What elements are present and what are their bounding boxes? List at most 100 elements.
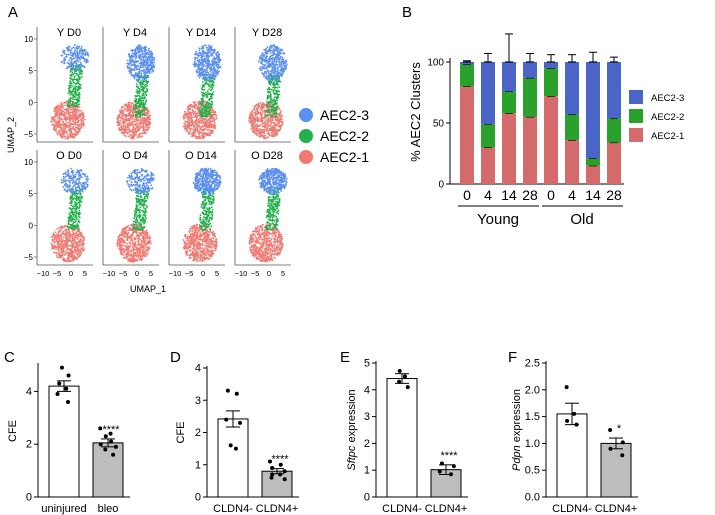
umap-point-aec2-2 bbox=[141, 110, 144, 113]
umap-point-aec2-3 bbox=[206, 77, 209, 79]
umap-point-aec2-1 bbox=[119, 109, 121, 112]
umap-point-aec2-1 bbox=[184, 110, 186, 113]
umap-point-aec2-1 bbox=[126, 110, 129, 113]
umap-point-aec2-2 bbox=[201, 91, 203, 94]
umap-point-aec2-3 bbox=[142, 66, 144, 69]
umap-point-aec2-3 bbox=[206, 79, 209, 82]
umap-point-aec2-1 bbox=[58, 254, 60, 256]
umap-point-aec2-3 bbox=[132, 52, 134, 55]
umap-point-aec2-3 bbox=[80, 47, 82, 50]
umap-point-aec2-1 bbox=[62, 110, 65, 113]
umap-point-aec2-2 bbox=[132, 114, 135, 116]
umap-point-aec2-3 bbox=[73, 44, 76, 46]
umap-point-aec2-2 bbox=[72, 95, 75, 98]
umap-point-aec2-3 bbox=[273, 64, 275, 67]
umap-point-aec2-1 bbox=[189, 131, 191, 134]
umap-point-aec2-1 bbox=[256, 134, 258, 137]
umap-point-aec2-1 bbox=[55, 119, 57, 121]
umap-point-aec2-2 bbox=[77, 78, 79, 81]
umap-point-aec2-1 bbox=[79, 125, 81, 127]
umap-point-aec2-3 bbox=[130, 64, 133, 67]
umap-point-aec2-1 bbox=[62, 248, 64, 251]
umap-point-aec2-2 bbox=[67, 92, 70, 94]
umap-panel-title: Y D14 bbox=[186, 27, 216, 39]
umap-point-aec2-1 bbox=[72, 136, 75, 138]
umap-point-aec2-3 bbox=[140, 61, 142, 64]
umap-point-aec2-1 bbox=[68, 113, 71, 116]
umap-point-aec2-1 bbox=[76, 116, 79, 119]
umap-point-aec2-3 bbox=[265, 56, 267, 59]
umap-point-aec2-1 bbox=[278, 125, 281, 128]
umap-point-aec2-2 bbox=[72, 104, 74, 107]
umap-point-aec2-1 bbox=[212, 109, 215, 112]
umap-point-aec2-1 bbox=[127, 128, 130, 131]
umap-point-aec2-2 bbox=[67, 228, 70, 231]
umap-point-aec2-3 bbox=[152, 69, 155, 72]
umap-point-aec2-1 bbox=[253, 106, 256, 109]
umap-point-aec2-1 bbox=[198, 135, 201, 138]
umap-point-aec2-1 bbox=[61, 136, 63, 139]
umap-point-aec2-2 bbox=[204, 114, 207, 117]
umap-point-aec2-1 bbox=[72, 120, 75, 123]
umap-point-aec2-1 bbox=[136, 130, 139, 132]
umap-point-aec2-1 bbox=[253, 119, 256, 121]
umap-point-aec2-3 bbox=[214, 68, 217, 71]
umap-point-aec2-1 bbox=[53, 241, 56, 244]
umap-point-aec2-1 bbox=[58, 110, 60, 112]
umap-point-aec2-1 bbox=[72, 236, 74, 239]
umap-point-aec2-3 bbox=[269, 79, 272, 82]
umap-point-aec2-2 bbox=[266, 94, 269, 97]
umap-point-aec2-1 bbox=[63, 111, 66, 114]
umap-point-aec2-2 bbox=[203, 88, 205, 91]
umap-point-aec2-3 bbox=[80, 55, 83, 58]
umap-point-aec2-3 bbox=[207, 73, 210, 76]
umap-point-aec2-1 bbox=[253, 127, 256, 130]
umap-point-aec2-1 bbox=[65, 124, 68, 127]
umap-point-aec2-2 bbox=[211, 96, 213, 99]
umap-point-aec2-1 bbox=[65, 251, 68, 254]
umap-point-aec2-3 bbox=[69, 57, 72, 60]
umap-point-aec2-3 bbox=[149, 63, 152, 66]
umap-point-aec2-1 bbox=[139, 132, 142, 135]
umap-point-aec2-3 bbox=[128, 55, 131, 58]
umap-point-aec2-3 bbox=[136, 68, 138, 71]
umap-point-aec2-1 bbox=[67, 233, 70, 236]
umap-point-aec2-1 bbox=[208, 119, 211, 122]
umap-point-aec2-1 bbox=[120, 108, 123, 111]
umap-point-aec2-3 bbox=[77, 52, 80, 55]
umap-point-aec2-3 bbox=[282, 51, 285, 54]
umap-point-aec2-3 bbox=[269, 77, 272, 80]
umap-point-aec2-3 bbox=[134, 65, 137, 68]
umap-point-aec2-1 bbox=[63, 247, 66, 249]
umap-point-aec2-1 bbox=[75, 130, 78, 133]
umap-point-aec2-1 bbox=[187, 131, 190, 134]
umap-point-aec2-1 bbox=[67, 134, 69, 137]
umap-point-aec2-1 bbox=[69, 108, 72, 111]
umap-point-aec2-3 bbox=[202, 55, 204, 57]
umap-point-aec2-1 bbox=[70, 136, 73, 138]
umap-point-aec2-3 bbox=[200, 72, 203, 75]
umap-point-aec2-1 bbox=[70, 248, 73, 251]
umap-point-aec2-1 bbox=[197, 104, 200, 106]
umap-point-aec2-1 bbox=[76, 254, 79, 257]
umap-point-aec2-1 bbox=[196, 116, 198, 119]
umap-point-aec2-2 bbox=[78, 77, 81, 80]
umap-point-aec2-2 bbox=[202, 92, 205, 95]
umap-point-aec2-3 bbox=[277, 51, 280, 54]
umap-point-aec2-2 bbox=[72, 98, 74, 101]
umap-point-aec2-1 bbox=[67, 112, 70, 114]
umap-point-aec2-1 bbox=[126, 124, 129, 127]
umap-point-aec2-3 bbox=[82, 65, 85, 67]
umap-point-aec2-1 bbox=[82, 121, 85, 123]
umap-point-aec2-1 bbox=[71, 134, 73, 136]
umap-point-aec2-1 bbox=[80, 251, 83, 254]
umap-point-aec2-1 bbox=[66, 247, 69, 250]
umap-point-aec2-1 bbox=[252, 117, 255, 119]
umap-point-aec2-3 bbox=[70, 62, 73, 65]
umap-point-aec2-3 bbox=[263, 48, 266, 51]
umap-point-aec2-3 bbox=[126, 62, 128, 65]
umap-point-aec2-1 bbox=[251, 115, 254, 117]
umap-point-aec2-1 bbox=[60, 128, 62, 131]
umap-point-aec2-3 bbox=[142, 58, 145, 60]
